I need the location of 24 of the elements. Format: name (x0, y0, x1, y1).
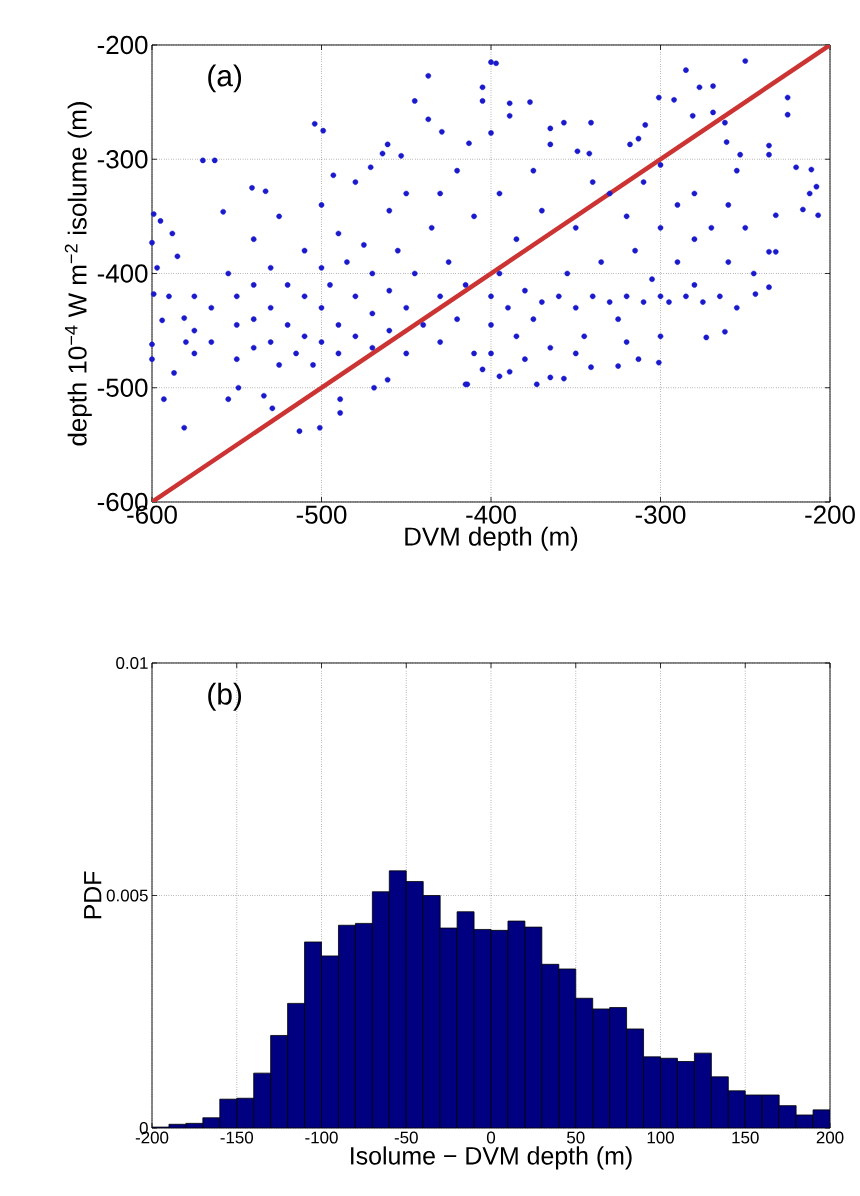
x-tick-label: 150 (732, 1131, 759, 1144)
y-tick-label: -400 (97, 264, 148, 283)
x-tick-label: -300 (635, 505, 686, 524)
x-tick-label: -400 (466, 505, 516, 524)
annotation: (b) (208, 682, 242, 711)
x-tick-label: 0 (486, 1131, 496, 1144)
x-tick-label: 200 (816, 1131, 844, 1144)
y-tick-label: -300 (97, 150, 148, 169)
y-tick-label: -500 (97, 378, 148, 397)
x-tick-label: -100 (305, 1131, 338, 1144)
x-tick-label: -50 (394, 1131, 418, 1144)
y-tick-label: 0.01 (116, 657, 148, 669)
x-tick-label: -200 (805, 505, 855, 524)
y-tick-label: 0.005 (106, 889, 148, 902)
annotation: (a) (208, 64, 242, 93)
y-axis-title: PDF (84, 871, 102, 919)
y-tick-label: -200 (97, 35, 148, 55)
x-tick-label: 100 (647, 1131, 674, 1144)
x-tick-label: 50 (567, 1131, 585, 1144)
x-tick-label: -150 (220, 1131, 254, 1144)
x-tick-label: -500 (296, 505, 347, 524)
x-axis-title: DVM depth (m) (405, 526, 578, 551)
x-axis-title: Isolume − DVM depth (m) (351, 1146, 632, 1170)
y-axis-title: depth 10$^{−4}$ W m$^{−2}$ isolume (m) (64, 102, 92, 446)
